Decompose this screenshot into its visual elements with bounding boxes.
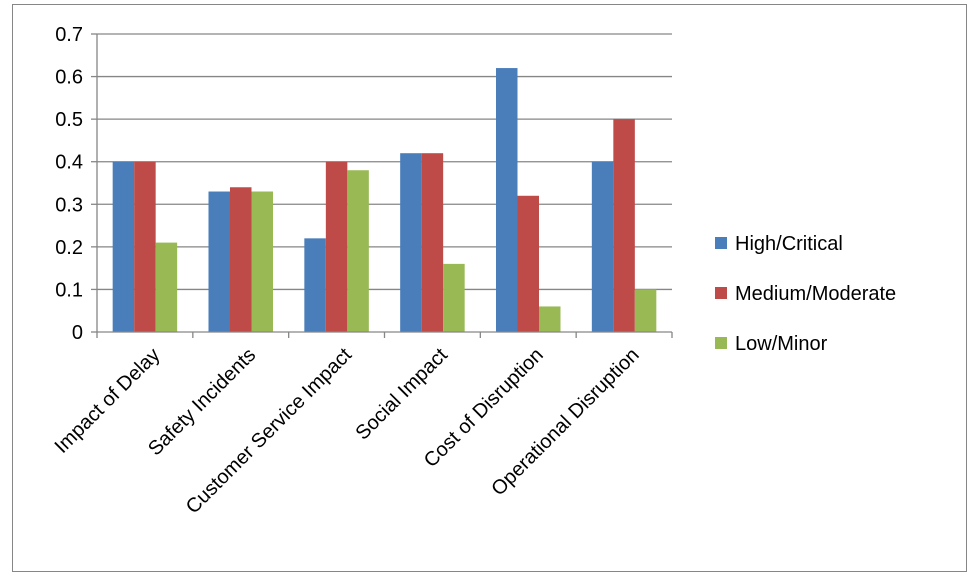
y-tick-label: 0.5 [55, 109, 83, 131]
bar-low-minor [155, 242, 178, 332]
legend-label: High/Critical [735, 233, 843, 255]
y-tick-label: 0.1 [55, 279, 83, 301]
bars [112, 68, 657, 333]
bar-low-minor [251, 191, 273, 332]
gridlines [97, 33, 672, 291]
x-category-label: Customer Service Impact [182, 344, 357, 519]
bar-medium-moderate [421, 153, 444, 332]
axes [91, 33, 673, 338]
y-tick-label: 0.4 [55, 152, 83, 174]
bar-medium-moderate [325, 161, 348, 332]
bar-high-critical [400, 153, 422, 332]
bar-high-critical [208, 191, 230, 332]
legend-swatch [715, 337, 727, 349]
legend-swatch [715, 287, 727, 299]
legend-swatch [715, 237, 727, 249]
legend-label: Medium/Moderate [735, 283, 896, 305]
bar-low-minor [539, 306, 561, 332]
y-tick-label: 0 [72, 322, 83, 344]
bar-medium-moderate [517, 195, 539, 332]
legend-label: Low/Minor [735, 333, 828, 355]
bar-low-minor [443, 263, 465, 332]
bar-low-minor [634, 289, 657, 332]
y-tick-label: 0.2 [55, 237, 83, 259]
bar-medium-moderate [230, 187, 252, 332]
bar-high-critical [304, 238, 326, 332]
y-tick-labels: 0 0.1 0.2 0.3 0.4 0.5 0.6 0.7 [55, 24, 83, 344]
y-tick-label: 0.7 [55, 24, 83, 46]
x-category-label: Social Impact [351, 344, 452, 445]
bar-low-minor [347, 170, 369, 332]
bar-high-critical [591, 161, 614, 332]
y-tick-label: 0.6 [55, 67, 83, 89]
y-tick-label: 0.3 [55, 194, 83, 216]
legend: High/Critical Medium/Moderate Low/Minor [715, 233, 896, 355]
bar-high-critical [112, 161, 135, 332]
bar-medium-moderate [134, 161, 156, 332]
bar-medium-moderate [613, 119, 635, 333]
bar-high-critical [496, 68, 518, 333]
